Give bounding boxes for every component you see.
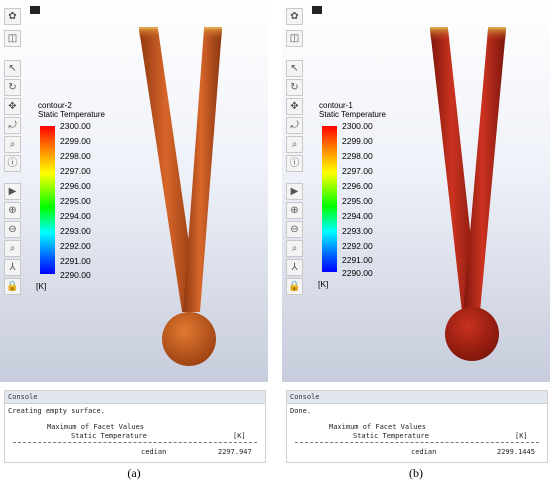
console-panel[interactable]: Console Done. Maximum of Facet Values St… bbox=[286, 390, 548, 463]
console-quantity: Static Temperature bbox=[71, 432, 147, 440]
console-message: Creating empty surface. bbox=[8, 407, 105, 415]
display-options-icon[interactable]: ✿ bbox=[4, 8, 21, 25]
legend-tick: 2290.00 bbox=[342, 268, 373, 278]
tube-left-inlet bbox=[430, 27, 448, 41]
legend-tick: 2299.00 bbox=[60, 136, 91, 146]
graphics-viewport[interactable]: ✿ ◫ ↖ ↻ ✥ ⤾ ⌕ ⓘ ▶ ⊕ ⊖ ⌕ ⅄ 🔒 contour-2 St… bbox=[0, 0, 268, 382]
legend-name: contour-1 bbox=[319, 101, 353, 110]
tube-right-branch bbox=[183, 29, 222, 312]
zoom-in-icon[interactable]: ⊕ bbox=[4, 202, 21, 219]
legend-tick: 2299.00 bbox=[342, 136, 373, 146]
console-value: 2299.1445 bbox=[497, 448, 535, 456]
lock-icon[interactable]: 🔒 bbox=[4, 278, 21, 295]
legend-tick: 2293.00 bbox=[342, 226, 373, 236]
legend-unit: [K] bbox=[36, 281, 47, 291]
caption-a: (a) bbox=[127, 466, 141, 480]
legend-tick: 2295.00 bbox=[60, 196, 91, 206]
zoom-fit-icon[interactable]: ⌕ bbox=[4, 136, 21, 153]
rotate-icon[interactable]: ↻ bbox=[4, 79, 21, 96]
legend-tick: 2298.00 bbox=[342, 151, 373, 161]
legend-tick: 2297.00 bbox=[342, 166, 373, 176]
rotate-icon[interactable]: ↻ bbox=[286, 79, 303, 96]
zoom-fit-icon[interactable]: ⌕ bbox=[286, 136, 303, 153]
display-options-icon[interactable]: ✿ bbox=[286, 8, 303, 25]
legend-tick: 2295.00 bbox=[342, 196, 373, 206]
y-tube-model bbox=[139, 27, 222, 366]
tube-right-inlet bbox=[204, 27, 222, 39]
sphere-chamber bbox=[162, 312, 216, 366]
view-icon[interactable]: ◫ bbox=[286, 30, 303, 47]
window-corner-icon bbox=[312, 6, 322, 14]
legend-tick: 2292.00 bbox=[60, 241, 91, 251]
console-heading: Maximum of Facet Values bbox=[329, 423, 426, 431]
console-unit: [K] bbox=[515, 432, 528, 440]
console-quantity: Static Temperature bbox=[353, 432, 429, 440]
select-icon[interactable]: ↖ bbox=[286, 60, 303, 77]
zoom-out-icon[interactable]: ⊖ bbox=[286, 221, 303, 238]
probe-icon[interactable]: ▶ bbox=[286, 183, 303, 200]
pan-icon[interactable]: ✥ bbox=[286, 98, 303, 115]
tube-left-branch bbox=[430, 29, 479, 312]
window-corner-icon bbox=[30, 6, 40, 14]
legend-tick: 2297.00 bbox=[60, 166, 91, 176]
pan-icon[interactable]: ✥ bbox=[4, 98, 21, 115]
legend-quantity: Static Temperature bbox=[38, 110, 105, 119]
zoom-box-icon[interactable]: ⌕ bbox=[4, 240, 21, 257]
zoom-in-icon[interactable]: ⊕ bbox=[286, 202, 303, 219]
y-tube-model bbox=[430, 27, 506, 361]
legend-tick: 2291.00 bbox=[342, 255, 373, 265]
legend-name: contour-2 bbox=[38, 101, 72, 110]
console-title: Console bbox=[5, 391, 265, 404]
zoom-out-icon[interactable]: ⊖ bbox=[4, 221, 21, 238]
tube-left-branch bbox=[139, 29, 199, 312]
legend-tick: 2298.00 bbox=[60, 151, 91, 161]
axes-icon[interactable]: ⅄ bbox=[286, 259, 303, 276]
tube-right-branch bbox=[463, 29, 506, 312]
legend-colorbar bbox=[322, 126, 337, 272]
legend-tick: 2296.00 bbox=[342, 181, 373, 191]
legend-quantity: Static Temperature bbox=[319, 110, 386, 119]
console-surface: cedian bbox=[141, 448, 167, 456]
legend-tick: 2300.00 bbox=[60, 121, 91, 131]
legend-tick: 2300.00 bbox=[342, 121, 373, 131]
console-title: Console bbox=[287, 391, 547, 404]
console-value: 2297.947 bbox=[218, 448, 252, 456]
info-icon[interactable]: ⓘ bbox=[4, 155, 21, 172]
legend-tick: 2294.00 bbox=[342, 211, 373, 221]
view-icon[interactable]: ◫ bbox=[4, 30, 21, 47]
legend-tick: 2294.00 bbox=[60, 211, 91, 221]
caption-b: (b) bbox=[409, 466, 423, 480]
zoom-icon[interactable]: ⤾ bbox=[4, 117, 21, 134]
console-message: Done. bbox=[290, 407, 312, 415]
tube-left-inlet bbox=[139, 27, 158, 39]
info-icon[interactable]: ⓘ bbox=[286, 155, 303, 172]
console-panel[interactable]: Console Creating empty surface. Maximum … bbox=[4, 390, 266, 463]
legend-colorbar bbox=[40, 126, 55, 274]
legend-tick: 2293.00 bbox=[60, 226, 91, 236]
select-icon[interactable]: ↖ bbox=[4, 60, 21, 77]
axes-icon[interactable]: ⅄ bbox=[4, 259, 21, 276]
tube-right-inlet bbox=[488, 27, 506, 41]
console-unit: [K] bbox=[233, 432, 246, 440]
zoom-box-icon[interactable]: ⌕ bbox=[286, 240, 303, 257]
legend-unit: [K] bbox=[318, 279, 329, 289]
legend-tick: 2290.00 bbox=[60, 270, 91, 280]
console-surface: cedian bbox=[411, 448, 437, 456]
legend-tick: 2291.00 bbox=[60, 256, 91, 266]
lock-icon[interactable]: 🔒 bbox=[286, 278, 303, 295]
graphics-viewport[interactable]: ✿ ◫ ↖ ↻ ✥ ⤾ ⌕ ⓘ ▶ ⊕ ⊖ ⌕ ⅄ 🔒 contour-1 St… bbox=[282, 0, 550, 382]
probe-icon[interactable]: ▶ bbox=[4, 183, 21, 200]
legend-tick: 2296.00 bbox=[60, 181, 91, 191]
legend-tick: 2292.00 bbox=[342, 241, 373, 251]
sphere-chamber bbox=[445, 307, 499, 361]
console-heading: Maximum of Facet Values bbox=[47, 423, 144, 431]
console-divider bbox=[295, 442, 539, 443]
console-divider bbox=[13, 442, 257, 443]
zoom-icon[interactable]: ⤾ bbox=[286, 117, 303, 134]
